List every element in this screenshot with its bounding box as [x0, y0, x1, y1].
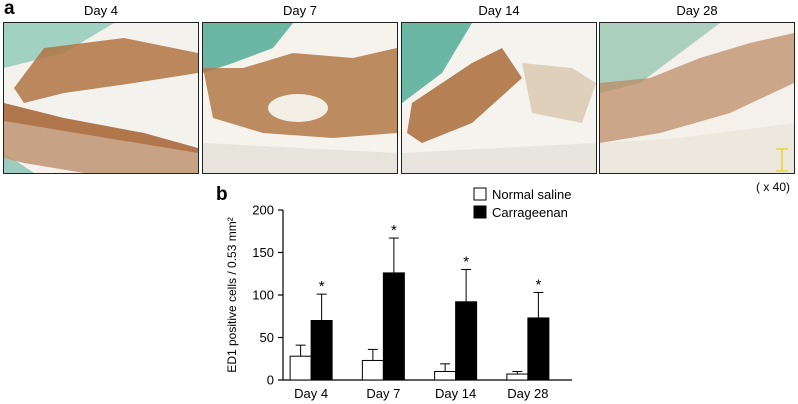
bar — [506, 373, 529, 381]
y-tick-label: 200 — [252, 203, 274, 218]
bar — [434, 371, 457, 381]
y-axis-label: ED1 positive cells / 0.53 mm² — [225, 217, 239, 372]
image-title-day4: Day 4 — [84, 3, 118, 18]
panel-a-label: a — [4, 0, 15, 19]
x-tick-label: Day 28 — [507, 386, 548, 401]
legend-label: Carrageenan — [492, 205, 568, 220]
micrograph-day7 — [202, 22, 398, 174]
bar — [310, 320, 333, 381]
micrograph-day28 — [599, 22, 795, 174]
panel-b-label: b — [216, 184, 228, 205]
bar — [382, 272, 405, 381]
significance-marker: * — [391, 222, 397, 239]
significance-marker: * — [319, 278, 325, 295]
y-tick-label: 0 — [267, 373, 274, 388]
micrograph-day14 — [401, 22, 597, 174]
legend-swatch — [473, 205, 487, 219]
image-title-day14: Day 14 — [478, 3, 520, 18]
micrograph-day4 — [3, 22, 199, 174]
x-tick-label: Day 4 — [294, 386, 328, 401]
x-tick-label: Day 14 — [435, 386, 476, 401]
image-title-day28: Day 28 — [676, 3, 718, 18]
significance-marker: * — [535, 276, 541, 293]
y-tick-label: 150 — [252, 245, 274, 260]
bar-chart: 0 50 100 150 200 ED1 positive cells / 0.53 mm… — [225, 187, 572, 401]
significance-marker: * — [463, 254, 469, 271]
bar — [289, 355, 312, 381]
legend-label: Normal saline — [492, 187, 571, 202]
x-tick-label: Day 7 — [366, 386, 400, 401]
bar — [455, 301, 478, 381]
magnification-label: ( x 40) — [755, 180, 790, 194]
bar — [361, 359, 384, 381]
legend-swatch — [473, 187, 487, 201]
y-tick-label: 100 — [252, 288, 274, 303]
image-title-day7: Day 7 — [283, 3, 317, 18]
bar — [527, 317, 550, 381]
y-tick-label: 50 — [260, 330, 274, 345]
